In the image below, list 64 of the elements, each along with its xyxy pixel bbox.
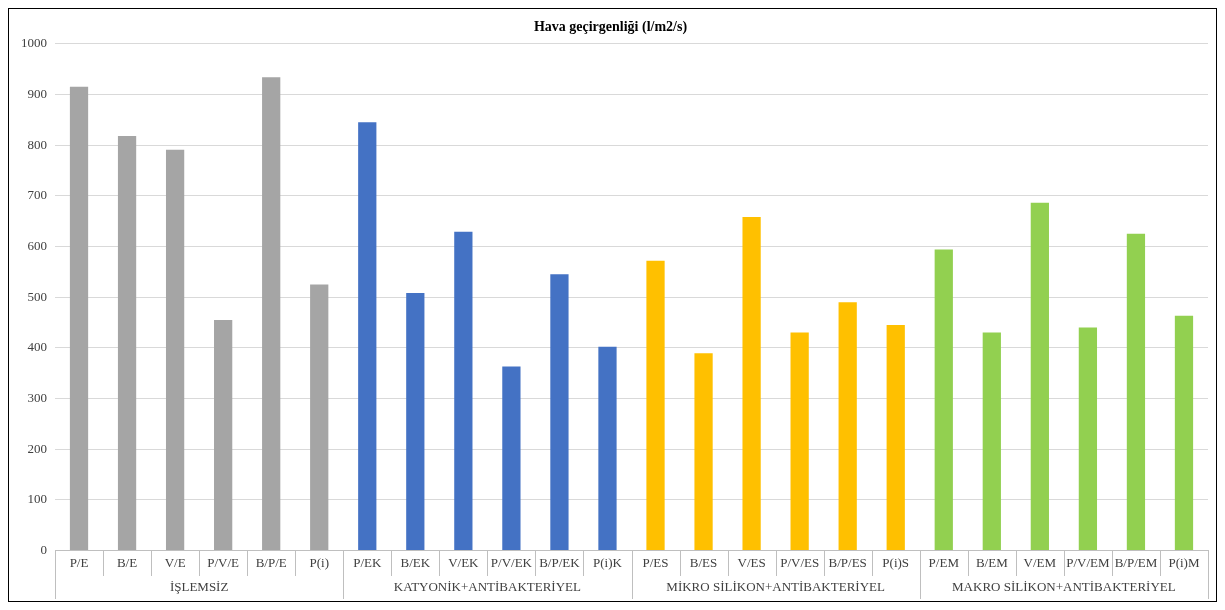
x-tick-label: P(i)K [593, 554, 623, 570]
bar [454, 231, 473, 550]
bar [790, 332, 809, 550]
text: MİKRO SİLİKON+ANTİBAKTERİYEL [666, 579, 885, 595]
bar [982, 332, 1001, 550]
x-tick-label: B/P/ES [828, 554, 867, 570]
bar [694, 353, 713, 550]
x-tick-label: P/V/ES [780, 554, 820, 570]
y-tick-label: 400 [27, 339, 47, 355]
y-tick-label: 200 [27, 440, 47, 456]
y-tick-label: 600 [27, 237, 47, 253]
bar [1174, 315, 1194, 550]
bar [310, 284, 329, 550]
y-tick-label: 700 [27, 187, 47, 203]
chart-title: Hava geçirgenliği (l/m2/s) [533, 19, 688, 36]
bar [1030, 202, 1049, 550]
bar [1078, 327, 1098, 550]
bar [117, 136, 137, 550]
bar [69, 86, 89, 550]
y-tick-label: 100 [27, 491, 47, 507]
y-tick-label: 800 [27, 136, 47, 152]
x-tick-label: B/P/EK [539, 554, 581, 570]
bar [742, 217, 761, 550]
y-tick-label: 1000 [21, 35, 47, 51]
x-tick-label: P/EK [353, 554, 382, 570]
x-tick-label: B/P/EM [1114, 554, 1158, 570]
y-tick-label: 900 [27, 85, 47, 101]
x-tick-label: B/E [116, 554, 138, 570]
x-tick-label: B/ES [689, 554, 718, 570]
bar [550, 274, 569, 550]
x-tick-label: B/EM [975, 554, 1009, 570]
x-tick-label: P/E [69, 554, 89, 570]
bar [1126, 233, 1146, 550]
text: İŞLEMSİZ [169, 579, 229, 595]
y-tick-label: 300 [27, 389, 47, 405]
x-tick-label: V/EK [448, 554, 480, 570]
x-tick-label: V/EM [1023, 554, 1057, 570]
bar [214, 319, 233, 550]
bar [886, 324, 905, 550]
x-tick-label: P/V/EM [1066, 554, 1111, 570]
bar [165, 149, 185, 550]
bar [406, 293, 425, 550]
bar [502, 366, 521, 550]
y-tick-label: 0 [40, 541, 47, 557]
x-tick-label: P/ES [642, 554, 669, 570]
y-tick-label: 500 [27, 288, 47, 304]
x-tick-label: P/V/EK [490, 554, 533, 570]
x-tick-label: V/ES [737, 554, 766, 570]
bar [358, 122, 377, 550]
bar [262, 77, 281, 550]
x-tick-label: P(i)S [882, 554, 910, 570]
x-tick-label: P/EM [928, 554, 960, 570]
text: KATYONİK+ANTİBAKTERİYEL [393, 579, 581, 595]
x-tick-label: P(i) [309, 554, 329, 570]
bar [934, 249, 953, 550]
x-tick-label: P/V/E [207, 554, 240, 570]
x-tick-label: B/EK [400, 554, 431, 570]
bar [646, 260, 665, 550]
x-tick-label: V/E [164, 554, 186, 570]
x-tick-label: P(i)M [1168, 554, 1200, 570]
x-tick-label: B/P/E [255, 554, 287, 570]
bar [838, 302, 857, 550]
text: MAKRO SİLİKON+ANTİBAKTERİYEL [952, 579, 1176, 595]
bar [598, 346, 617, 550]
